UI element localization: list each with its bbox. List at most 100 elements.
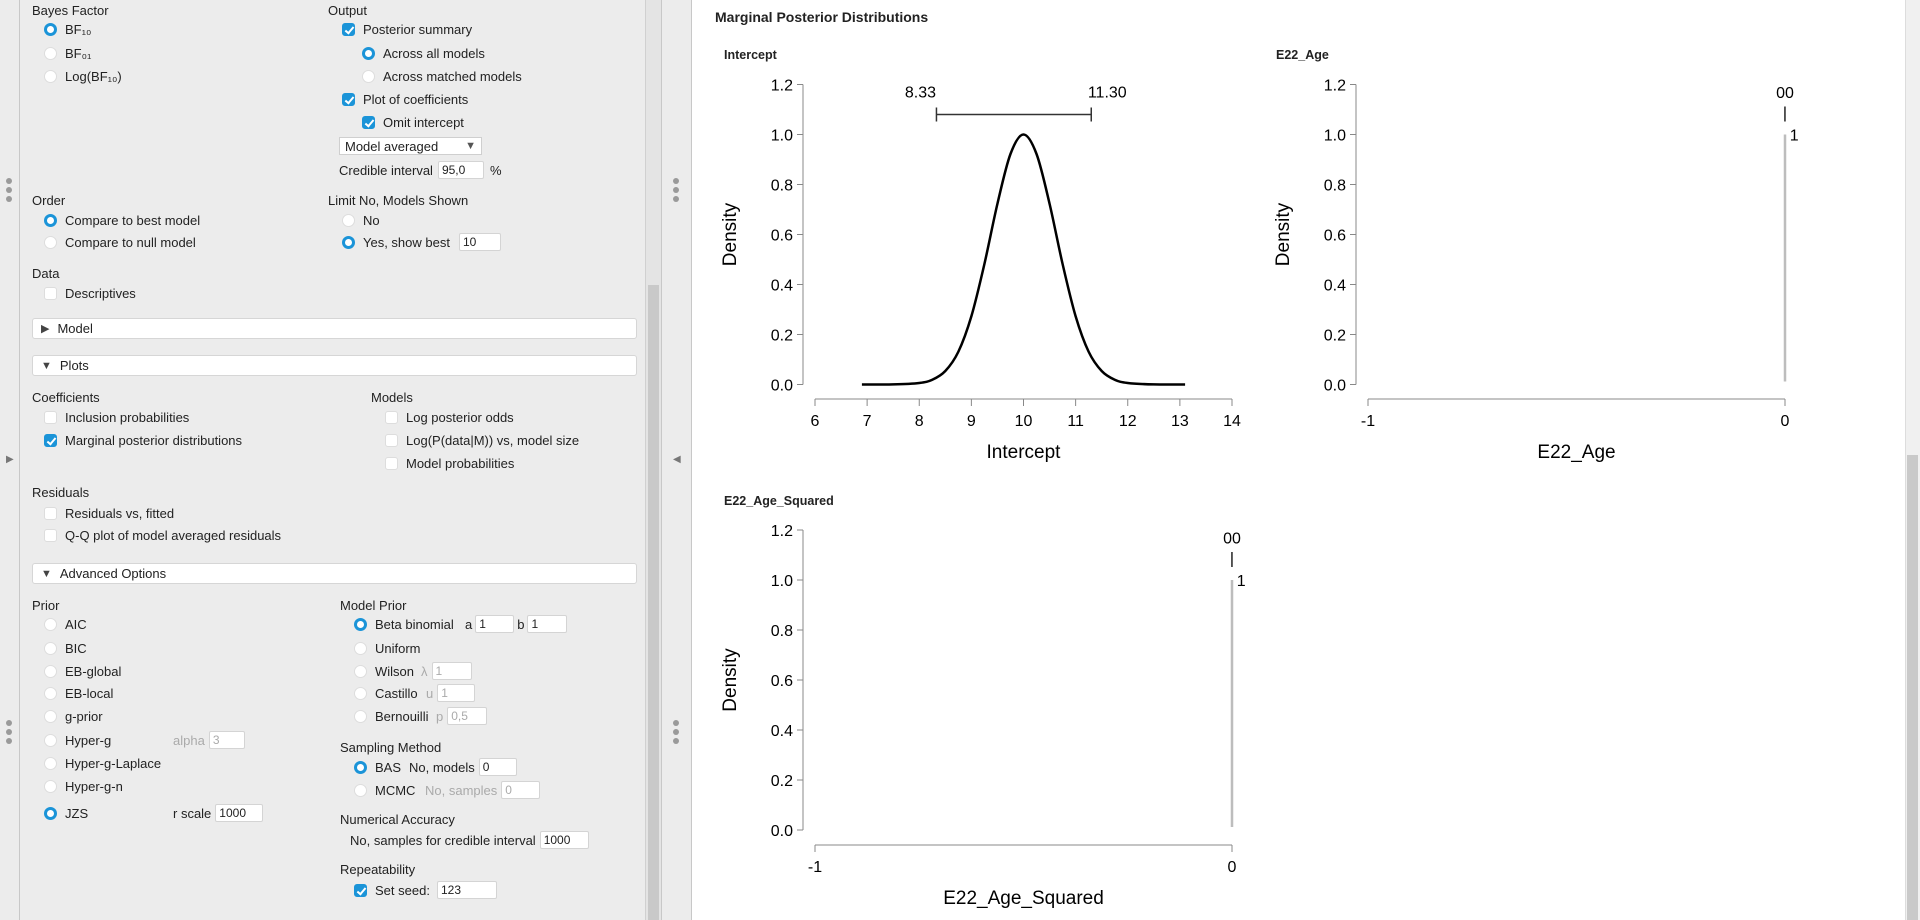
credible-samples-input[interactable]: 1000 bbox=[539, 831, 589, 849]
radio-mcmc[interactable]: MCMC bbox=[354, 781, 415, 799]
checkbox-logp-model-size[interactable]: Log(P(data|M)) vs, model size bbox=[385, 431, 579, 449]
radio-compare-best[interactable]: Compare to best model bbox=[44, 211, 200, 229]
checkbox-model-probabilities[interactable]: Model probabilities bbox=[385, 454, 514, 472]
section-model[interactable]: ▶ Model bbox=[32, 318, 637, 339]
radio-log-bf10[interactable]: Log(BF₁₀) bbox=[44, 67, 122, 85]
p-row: p 0,5 bbox=[436, 707, 488, 725]
checkbox-icon bbox=[44, 286, 57, 300]
samples-row: No, samples 0 bbox=[425, 781, 541, 799]
label: Omit intercept bbox=[383, 114, 464, 130]
radio-bf10[interactable]: BF₁₀ bbox=[44, 20, 91, 38]
x-tick-label: 0 bbox=[1228, 859, 1237, 876]
radio-icon bbox=[44, 641, 57, 655]
checkbox-icon bbox=[385, 456, 398, 470]
checkbox-posterior-summary[interactable]: Posterior summary bbox=[342, 20, 472, 38]
lambda-input[interactable]: 1 bbox=[431, 662, 472, 680]
middle-panel-handle[interactable]: ◀ bbox=[661, 0, 692, 920]
radio-icon bbox=[44, 213, 57, 227]
alpha-input[interactable]: 3 bbox=[208, 731, 245, 749]
samples-input[interactable]: 0 bbox=[501, 781, 541, 799]
credible-interval-row: Credible interval 95,0% bbox=[339, 161, 502, 179]
label: Across matched models bbox=[383, 68, 522, 84]
label: BF₁₀ bbox=[65, 21, 92, 37]
label: Wilson bbox=[375, 663, 415, 679]
checkbox-plot-coefficients[interactable]: Plot of coefficients bbox=[342, 90, 468, 108]
seed-input[interactable]: 123 bbox=[437, 881, 497, 899]
checkbox-qq-plot[interactable]: Q-Q plot of model averaged residuals bbox=[44, 526, 281, 544]
data-heading: Data bbox=[32, 266, 60, 281]
checkbox-residuals-fitted[interactable]: Residuals vs, fitted bbox=[44, 504, 174, 522]
radio-icon bbox=[342, 213, 355, 227]
radio-icon bbox=[354, 709, 367, 723]
collapse-left-arrow-icon[interactable]: ◀ bbox=[673, 454, 681, 465]
section-plots[interactable]: ▼ Plots bbox=[32, 355, 637, 376]
checkbox-icon bbox=[44, 506, 57, 520]
checkbox-icon bbox=[342, 22, 355, 36]
radio-icon bbox=[354, 686, 367, 700]
options-scrollbar-thumb[interactable] bbox=[648, 285, 659, 920]
checkbox-descriptives[interactable]: Descriptives bbox=[44, 284, 136, 302]
show-best-input[interactable]: 10 bbox=[459, 233, 501, 251]
radio-bas[interactable]: BAS bbox=[354, 758, 401, 776]
radio-prior-jzs[interactable]: JZS bbox=[44, 804, 88, 822]
percent-label: % bbox=[489, 162, 502, 178]
radio-prior-eb-local[interactable]: EB-local bbox=[44, 684, 113, 702]
y-axis-title: Density bbox=[720, 648, 741, 712]
label: No bbox=[363, 212, 380, 228]
radio-across-all-models[interactable]: Across all models bbox=[362, 44, 485, 62]
checkbox-omit-intercept[interactable]: Omit intercept bbox=[362, 113, 464, 131]
x-axis-title: E22_Age bbox=[1537, 442, 1615, 463]
y-tick-label: 0.0 bbox=[771, 378, 793, 395]
annotation-label: 00 bbox=[1776, 85, 1794, 102]
radio-wilson[interactable]: Wilson bbox=[354, 662, 414, 680]
radio-bernouilli[interactable]: Bernouilli bbox=[354, 707, 428, 725]
radio-beta-binomial[interactable]: Beta binomial bbox=[354, 615, 454, 633]
radio-prior-hyper-g[interactable]: Hyper-g bbox=[44, 731, 111, 749]
limit-heading: Limit No, Models Shown bbox=[328, 193, 469, 208]
radio-compare-null[interactable]: Compare to null model bbox=[44, 233, 196, 251]
checkbox-log-posterior-odds[interactable]: Log posterior odds bbox=[385, 408, 514, 426]
left-panel-handle[interactable]: ▶ bbox=[0, 0, 20, 920]
checkbox-icon bbox=[44, 433, 57, 447]
models-input[interactable]: 0 bbox=[478, 758, 517, 776]
radio-limit-yes[interactable]: Yes, show best bbox=[342, 233, 450, 251]
credible-interval-input[interactable]: 95,0 bbox=[437, 161, 484, 179]
radio-prior-eb-global[interactable]: EB-global bbox=[44, 662, 121, 680]
p-input[interactable]: 0,5 bbox=[447, 707, 488, 725]
results-title: Marginal Posterior Distributions bbox=[715, 9, 929, 25]
x-tick-label: -1 bbox=[808, 859, 822, 876]
results-scrollbar-thumb[interactable] bbox=[1907, 455, 1918, 920]
checkbox-inclusion-probabilities[interactable]: Inclusion probabilities bbox=[44, 408, 189, 426]
radio-bf01[interactable]: BF₀₁ bbox=[44, 44, 91, 62]
checkbox-set-seed[interactable]: Set seed: bbox=[354, 881, 430, 899]
radio-uniform[interactable]: Uniform bbox=[354, 639, 421, 657]
samples-label: No, samples bbox=[425, 782, 498, 798]
drag-handle-icon[interactable] bbox=[6, 178, 14, 202]
b-input[interactable]: 1 bbox=[527, 615, 568, 633]
plot-title-e22-age-squared: E22_Age_Squared bbox=[724, 494, 834, 508]
drag-handle-icon[interactable] bbox=[673, 178, 681, 202]
radio-across-matched-models[interactable]: Across matched models bbox=[362, 67, 522, 85]
checkbox-icon bbox=[44, 528, 57, 542]
drag-handle-icon[interactable] bbox=[673, 720, 681, 744]
radio-prior-g-prior[interactable]: g-prior bbox=[44, 707, 103, 725]
radio-prior-hyper-g-n[interactable]: Hyper-g-n bbox=[44, 777, 123, 795]
summary-type-dropdown[interactable]: Model averaged ▼ bbox=[339, 137, 482, 155]
label: Descriptives bbox=[65, 285, 136, 301]
u-input[interactable]: 1 bbox=[437, 684, 476, 702]
rscale-input[interactable]: 1000 bbox=[215, 804, 264, 822]
x-tick-label: 9 bbox=[967, 413, 976, 430]
a-input[interactable]: 1 bbox=[475, 615, 515, 633]
lambda-label: λ bbox=[421, 663, 428, 679]
radio-castillo[interactable]: Castillo bbox=[354, 684, 418, 702]
rscale-label: r scale bbox=[173, 805, 212, 821]
checkbox-marginal-posterior[interactable]: Marginal posterior distributions bbox=[44, 431, 242, 449]
radio-prior-bic[interactable]: BIC bbox=[44, 639, 87, 657]
sampling-heading: Sampling Method bbox=[340, 740, 442, 755]
radio-prior-hyper-g-laplace[interactable]: Hyper-g-Laplace bbox=[44, 754, 161, 772]
radio-limit-no[interactable]: No bbox=[342, 211, 380, 229]
drag-handle-icon[interactable] bbox=[6, 720, 14, 744]
expand-right-arrow-icon[interactable]: ▶ bbox=[6, 454, 14, 465]
section-advanced-options[interactable]: ▼ Advanced Options bbox=[32, 563, 637, 584]
radio-prior-aic[interactable]: AIC bbox=[44, 615, 87, 633]
